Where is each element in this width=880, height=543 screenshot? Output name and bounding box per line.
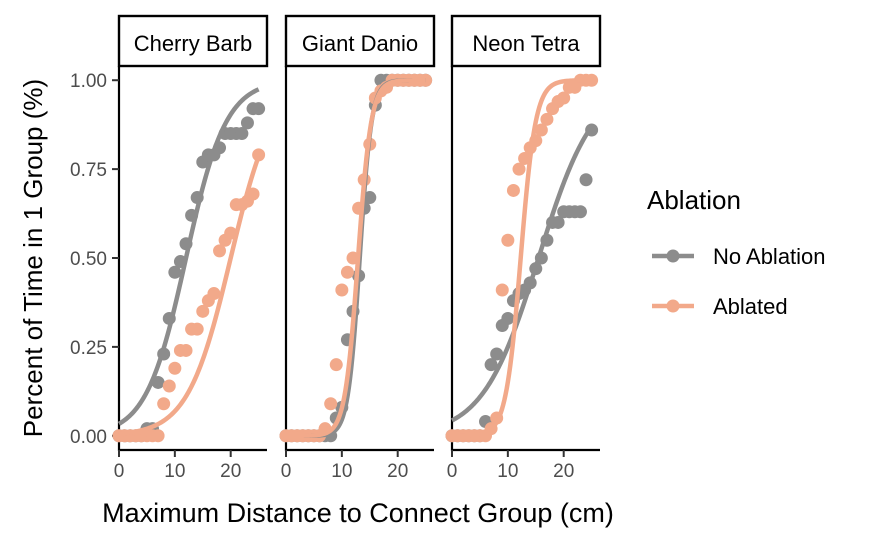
data-point xyxy=(340,265,354,279)
data-point xyxy=(168,361,182,375)
x-tick-label: 10 xyxy=(497,461,518,482)
data-point xyxy=(579,173,593,187)
data-point xyxy=(363,191,377,205)
y-tick-label: 0.00 xyxy=(70,427,107,448)
data-point xyxy=(190,322,204,336)
data-point xyxy=(240,116,254,130)
data-point xyxy=(501,233,515,247)
data-point xyxy=(495,283,509,297)
fit-curve-no-ablation xyxy=(117,87,260,426)
data-point xyxy=(551,215,565,229)
data-point xyxy=(490,347,504,361)
x-tick-label: 0 xyxy=(281,461,292,482)
y-tick-label: 0.50 xyxy=(70,249,107,270)
data-point xyxy=(252,148,266,162)
data-point xyxy=(168,265,182,279)
data-point xyxy=(213,244,227,258)
data-point xyxy=(196,304,210,318)
y-tick-label: 0.25 xyxy=(70,338,107,359)
x-tick-label: 10 xyxy=(331,461,352,482)
data-point xyxy=(484,358,498,372)
data-point xyxy=(585,73,599,87)
data-point xyxy=(235,127,249,141)
legend-label: No Ablation xyxy=(713,244,826,269)
series-ablated xyxy=(445,73,599,443)
data-point xyxy=(151,429,165,443)
x-tick-label: 20 xyxy=(387,461,408,482)
data-point xyxy=(162,379,176,393)
y-axis-title: Percent of Time in 1 Group (%) xyxy=(18,79,48,437)
x-tick-label: 0 xyxy=(114,461,125,482)
data-point xyxy=(506,183,520,197)
x-tick-label: 10 xyxy=(164,461,185,482)
data-point xyxy=(329,358,343,372)
fit-curve-ablated xyxy=(286,77,426,439)
chart-panels: Cherry Barb 0 10 20 0.00 0.25 0.50 0.75 1.00 Gian… xyxy=(70,14,602,482)
data-point xyxy=(540,112,554,126)
panel-0: Cherry Barb 0 10 20 0.00 0.25 0.50 0.75 1.00 xyxy=(70,14,269,482)
data-point xyxy=(501,311,515,325)
panel-1: Giant Danio 0 10 20 xyxy=(279,14,436,482)
panel-2: Neon Tetra 0 10 20 xyxy=(445,14,602,482)
legend-item: No Ablation xyxy=(652,244,826,269)
fit-curve-no-ablation xyxy=(450,125,594,423)
y-tick-label: 0.75 xyxy=(70,160,107,181)
legend-item: Ablated xyxy=(652,294,788,319)
data-point xyxy=(534,123,548,137)
legend: Ablation No Ablation Ablated xyxy=(647,185,826,319)
fit-curve-ablated xyxy=(118,155,261,437)
data-point xyxy=(252,102,266,116)
data-point xyxy=(335,283,349,297)
x-tick-label: 20 xyxy=(220,461,241,482)
facet-label: Neon Tetra xyxy=(472,31,580,56)
data-point xyxy=(207,287,221,301)
facet-strip xyxy=(117,14,269,68)
facet-strip xyxy=(450,14,602,68)
facet-label: Giant Danio xyxy=(302,31,418,56)
data-point xyxy=(573,205,587,219)
data-point xyxy=(557,91,571,105)
x-axis-title: Maximum Distance to Connect Group (cm) xyxy=(102,498,614,528)
y-tick-label: 1.00 xyxy=(70,71,107,92)
data-point xyxy=(324,397,338,411)
facet-strip xyxy=(284,14,436,68)
data-point xyxy=(157,397,171,411)
x-tick-label: 0 xyxy=(447,461,458,482)
series-ablated xyxy=(112,148,266,443)
x-tick-label: 20 xyxy=(553,461,574,482)
data-point xyxy=(179,343,193,357)
legend-key-point xyxy=(666,299,680,313)
facet-label: Cherry Barb xyxy=(134,31,253,56)
data-point xyxy=(419,73,433,87)
fit-curve-ablated xyxy=(452,78,592,438)
legend-title: Ablation xyxy=(647,185,741,215)
legend-key-point xyxy=(666,249,680,263)
legend-label: Ablated xyxy=(713,294,788,319)
data-point xyxy=(512,162,526,176)
